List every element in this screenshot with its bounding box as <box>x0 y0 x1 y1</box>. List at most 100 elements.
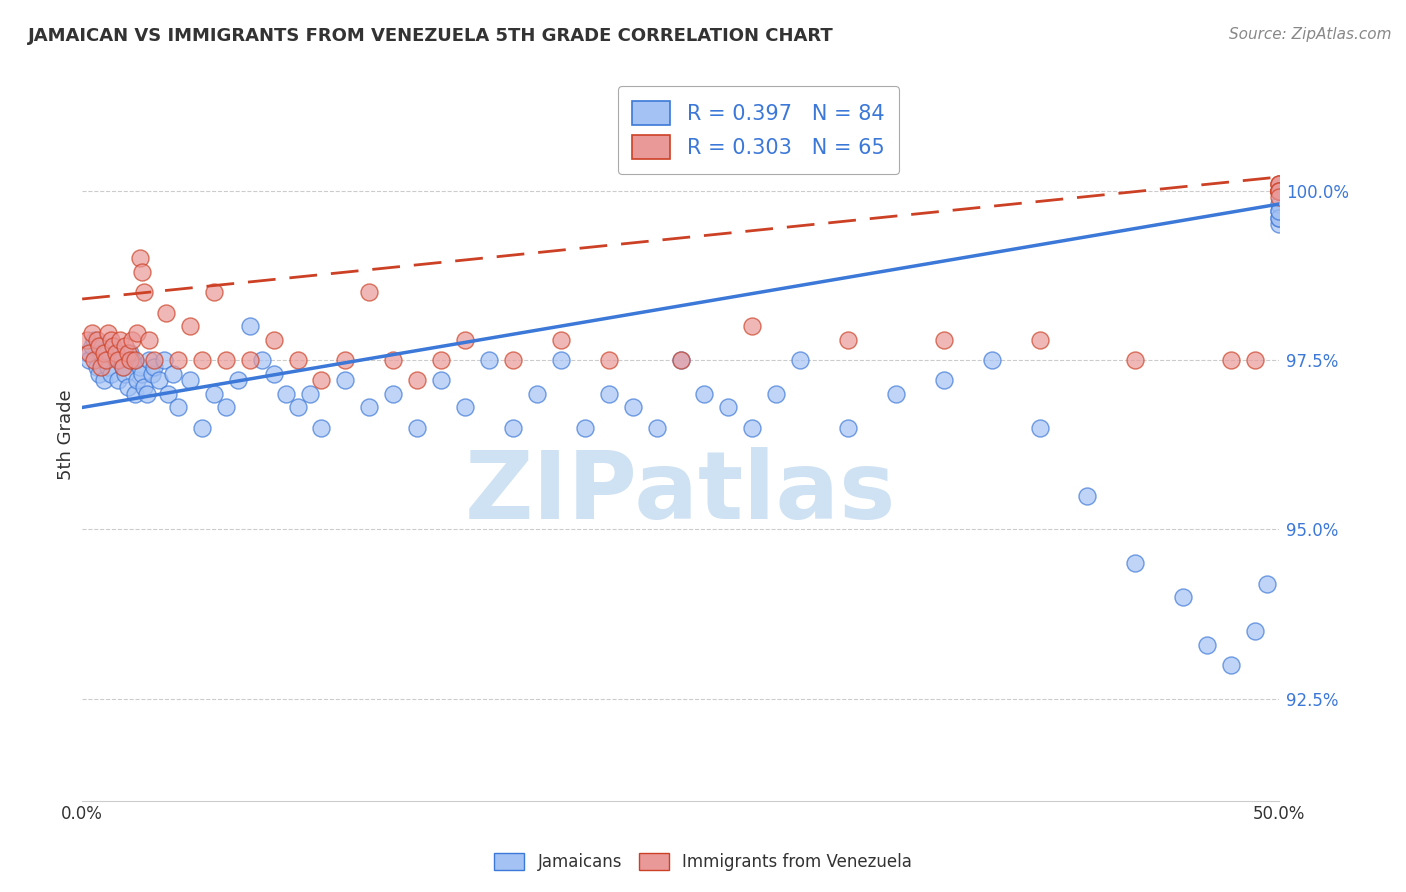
Point <box>121 333 143 347</box>
Point <box>117 346 139 360</box>
Point <box>83 353 105 368</box>
Point <box>741 319 763 334</box>
Point <box>110 333 132 347</box>
Point <box>1268 203 1291 218</box>
Point <box>1244 353 1267 368</box>
Point <box>359 401 381 415</box>
Point <box>152 353 174 368</box>
Point <box>1268 211 1291 225</box>
Point <box>1220 658 1243 673</box>
Point <box>1268 190 1291 204</box>
Point <box>406 421 429 435</box>
Point <box>138 353 160 368</box>
Point <box>114 339 136 353</box>
Point <box>215 353 238 368</box>
Point <box>97 326 120 340</box>
Point <box>118 353 141 368</box>
Point <box>80 326 103 340</box>
Point <box>406 373 429 387</box>
Point <box>1171 591 1194 605</box>
Point <box>430 373 453 387</box>
Point <box>741 421 763 435</box>
Point <box>148 373 170 387</box>
Point <box>359 285 381 300</box>
Point <box>100 333 122 347</box>
Point <box>884 387 907 401</box>
Point <box>104 346 127 360</box>
Point <box>1220 353 1243 368</box>
Point <box>1268 184 1291 198</box>
Point <box>179 319 201 334</box>
Point <box>79 346 101 360</box>
Point <box>287 401 309 415</box>
Point <box>621 401 644 415</box>
Point <box>80 339 103 353</box>
Point <box>215 401 238 415</box>
Point <box>107 353 129 368</box>
Point <box>1028 333 1050 347</box>
Y-axis label: 5th Grade: 5th Grade <box>58 389 75 480</box>
Point <box>311 373 333 387</box>
Point <box>93 346 115 360</box>
Point <box>932 333 955 347</box>
Text: Source: ZipAtlas.com: Source: ZipAtlas.com <box>1229 27 1392 42</box>
Text: JAMAICAN VS IMMIGRANTS FROM VENEZUELA 5TH GRADE CORRELATION CHART: JAMAICAN VS IMMIGRANTS FROM VENEZUELA 5T… <box>28 27 834 45</box>
Point <box>87 339 110 353</box>
Point <box>162 367 184 381</box>
Point <box>97 359 120 374</box>
Point <box>1076 489 1098 503</box>
Point <box>526 387 548 401</box>
Point <box>239 319 262 334</box>
Point <box>502 353 524 368</box>
Point <box>1268 203 1291 218</box>
Point <box>980 353 1002 368</box>
Point <box>202 387 225 401</box>
Legend: R = 0.397   N = 84, R = 0.303   N = 65: R = 0.397 N = 84, R = 0.303 N = 65 <box>617 87 898 174</box>
Point <box>430 353 453 368</box>
Point <box>1268 184 1291 198</box>
Point <box>382 353 405 368</box>
Point <box>134 380 156 394</box>
Point <box>1268 184 1291 198</box>
Point <box>83 333 105 347</box>
Point <box>1268 218 1291 232</box>
Point <box>717 401 740 415</box>
Point <box>263 367 285 381</box>
Point <box>550 353 572 368</box>
Point <box>598 353 620 368</box>
Point <box>76 333 98 347</box>
Point <box>127 373 149 387</box>
Point <box>1268 184 1291 198</box>
Point <box>110 353 132 368</box>
Point <box>1123 557 1146 571</box>
Point <box>103 339 125 353</box>
Point <box>274 387 297 401</box>
Point <box>454 401 477 415</box>
Point <box>114 367 136 381</box>
Point <box>669 353 692 368</box>
Point <box>90 359 112 374</box>
Point <box>693 387 716 401</box>
Point <box>789 353 811 368</box>
Point <box>141 367 163 381</box>
Point <box>382 387 405 401</box>
Point <box>135 387 157 401</box>
Point <box>121 353 143 368</box>
Point <box>263 333 285 347</box>
Point <box>837 421 859 435</box>
Point <box>1268 177 1291 191</box>
Point <box>117 380 139 394</box>
Point <box>76 346 98 360</box>
Point <box>79 353 101 368</box>
Point <box>335 353 357 368</box>
Point <box>134 285 156 300</box>
Legend: Jamaicans, Immigrants from Venezuela: Jamaicans, Immigrants from Venezuela <box>486 845 920 880</box>
Point <box>1268 184 1291 198</box>
Point <box>298 387 321 401</box>
Point <box>1268 177 1291 191</box>
Point <box>142 353 165 368</box>
Point <box>454 333 477 347</box>
Point <box>127 326 149 340</box>
Point <box>142 359 165 374</box>
Point <box>124 353 146 368</box>
